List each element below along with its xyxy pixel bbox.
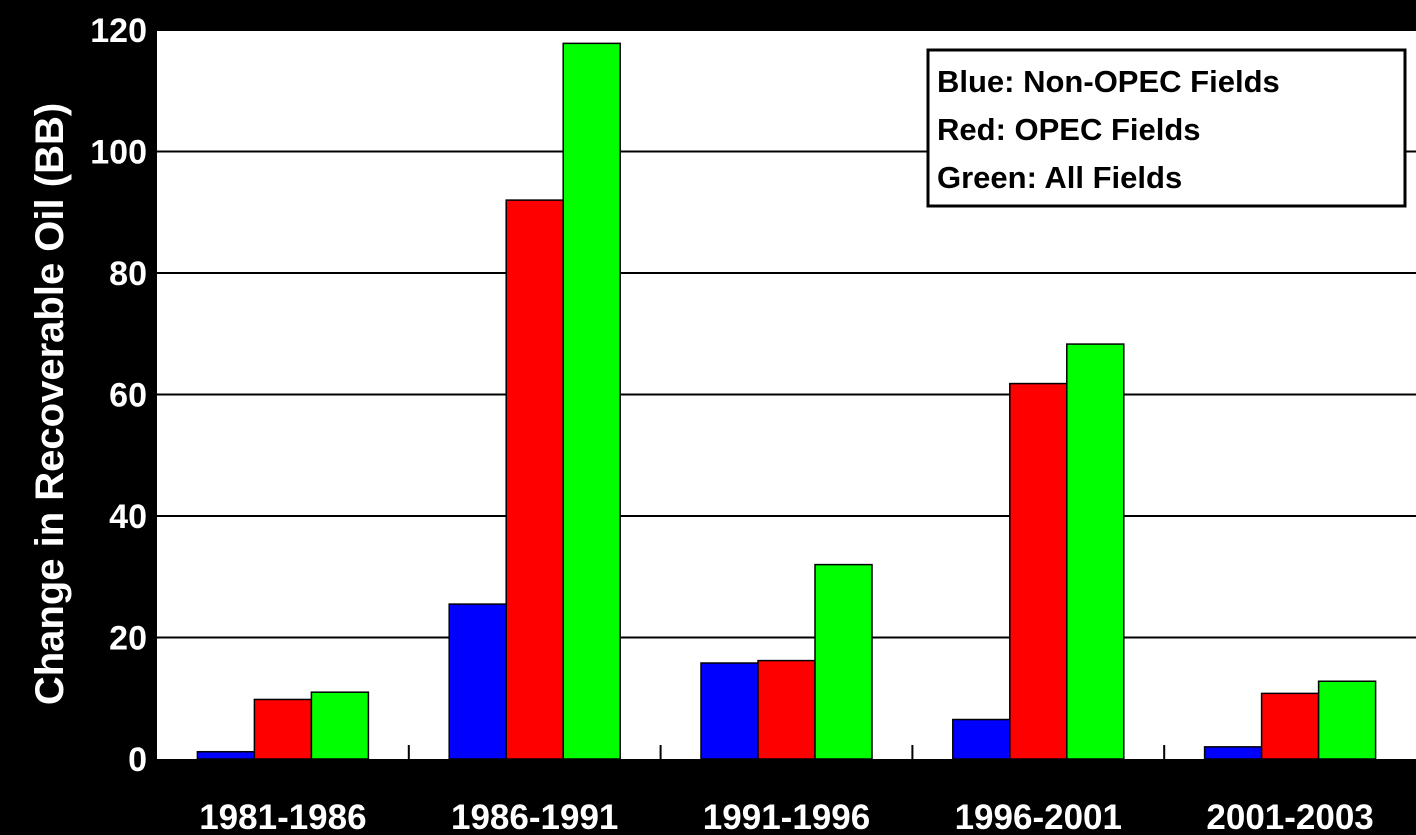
- y-tick-label: 0: [128, 741, 147, 779]
- bar-opec-fields-1986-1991: [505, 199, 564, 760]
- x-tick-label: 1996-2001: [955, 798, 1122, 835]
- x-tick-label: 1981-1986: [199, 798, 366, 835]
- x-tick-label: 1986-1991: [451, 798, 618, 835]
- bar-non-opec-fields-1986-1991: [448, 603, 507, 760]
- bar-opec-fields-2001-2003: [1260, 692, 1320, 760]
- y-tick-label: 80: [109, 255, 147, 293]
- legend-entry-opec: Red: OPEC Fields: [937, 112, 1201, 147]
- bar-all-fields-1996-2001: [1066, 343, 1125, 760]
- bar-opec-fields-1996-2001: [1009, 382, 1068, 760]
- bar-opec-fields-1991-1996: [757, 659, 816, 760]
- y-tick-label: 100: [90, 134, 147, 172]
- bar-non-opec-fields-1996-2001: [952, 718, 1011, 760]
- legend-entry-non-opec: Blue: Non-OPEC Fields: [937, 64, 1280, 99]
- bar-non-opec-fields-2001-2003: [1203, 746, 1263, 760]
- gridlines: [157, 29, 1416, 639]
- bar-all-fields-1981-1986: [310, 691, 370, 760]
- x-tick-label: 2001-2003: [1206, 798, 1373, 835]
- y-axis-title: Change in Recoverable Oil (BB): [28, 103, 72, 705]
- bar-all-fields-1986-1991: [562, 42, 621, 760]
- x-axis-tick-labels: 1981-1986 1986-1991 1991-1996 1996-2001 2001…: [199, 798, 1374, 835]
- y-tick-label: 120: [90, 12, 147, 50]
- bar-opec-fields-1981-1986: [253, 698, 313, 760]
- bars: [196, 42, 1377, 760]
- bar-all-fields-1991-1996: [814, 563, 873, 760]
- bar-non-opec-fields-1981-1986: [196, 750, 256, 760]
- x-axis-ticks: [407, 745, 1166, 759]
- bar-all-fields-2001-2003: [1317, 680, 1377, 760]
- legend-box: [926, 48, 1407, 208]
- legend: Blue: Non-OPEC Fields Red: OPEC Fields G…: [926, 48, 1407, 208]
- legend-entry-all: Green: All Fields: [937, 160, 1182, 195]
- y-axis-tick-labels: 0 20 40 60 80 100 120: [90, 12, 147, 779]
- x-tick-label: 1991-1996: [703, 798, 870, 835]
- y-tick-label: 20: [109, 620, 147, 658]
- y-tick-label: 60: [109, 377, 147, 415]
- bar-non-opec-fields-1991-1996: [700, 662, 759, 760]
- y-tick-label: 40: [109, 498, 147, 536]
